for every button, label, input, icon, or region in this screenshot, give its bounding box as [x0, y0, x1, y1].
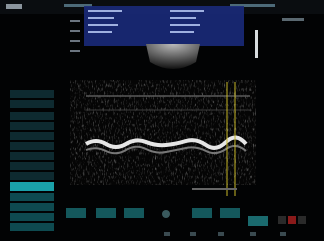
menu-button[interactable]: [10, 142, 54, 150]
menu-button[interactable]: [10, 100, 54, 108]
menu-button[interactable]: [10, 90, 54, 98]
menu-button[interactable]: [10, 162, 54, 170]
menu-button[interactable]: [10, 193, 54, 201]
menu-button[interactable]: [10, 172, 54, 180]
record-button[interactable]: [288, 216, 296, 224]
nav-icon[interactable]: [218, 232, 224, 236]
menu-button[interactable]: [10, 203, 54, 211]
menu-button-selected[interactable]: [10, 182, 54, 191]
menu-button[interactable]: [10, 223, 54, 231]
logo: [6, 4, 22, 9]
control-knob[interactable]: [162, 210, 170, 218]
menu-button[interactable]: [10, 152, 54, 160]
control-button[interactable]: [248, 216, 268, 226]
scale-bar: [255, 30, 258, 58]
control-button[interactable]: [192, 208, 212, 218]
ultrasound-screen: [0, 0, 324, 241]
control-button[interactable]: [220, 208, 240, 218]
nav-icon[interactable]: [280, 232, 286, 236]
page: [0, 0, 324, 241]
top-right-info: [282, 18, 304, 21]
control-button[interactable]: [124, 208, 144, 218]
menu-button[interactable]: [10, 122, 54, 130]
nav-icon[interactable]: [190, 232, 196, 236]
time-scale: [192, 188, 237, 190]
menu-button[interactable]: [10, 213, 54, 221]
control-button[interactable]: [298, 216, 306, 224]
control-button[interactable]: [66, 208, 86, 218]
menu-button[interactable]: [10, 132, 54, 140]
control-button[interactable]: [96, 208, 116, 218]
nav-icon[interactable]: [164, 232, 170, 236]
control-button[interactable]: [278, 216, 286, 224]
nav-icon[interactable]: [250, 232, 256, 236]
menu-button[interactable]: [10, 112, 54, 120]
